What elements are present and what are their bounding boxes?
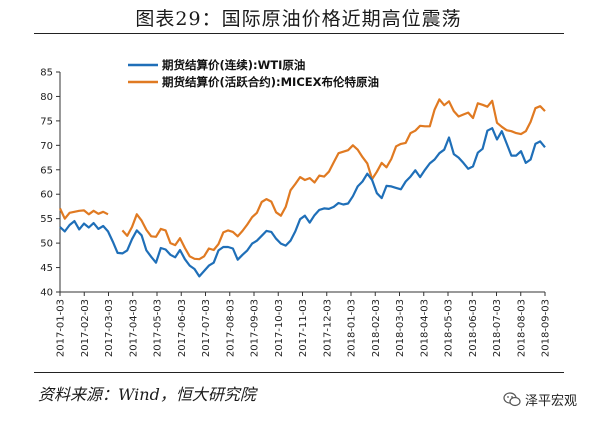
x-tick-label: 2017-08-03 [225,299,236,357]
y-tick-label: 85 [40,68,53,79]
y-tick-label: 70 [40,141,53,152]
y-tick-label: 65 [40,165,53,176]
x-tick-label: 2017-01-03 [56,299,67,357]
x-tick-label: 2017-02-03 [80,299,91,357]
chart-title: 图表29：国际原油价格近期高位震荡 [135,8,462,30]
x-tick-label: 2018-05-03 [444,299,455,357]
x-tick-label: 2018-02-03 [371,299,382,357]
x-tick-label: 2017-12-03 [322,299,333,357]
legend-label: 期货结算价(连续):WTI原油 [162,58,305,72]
brent-series-line [59,98,546,261]
x-tick-label: 2018-04-03 [419,299,430,357]
x-tick-label: 2017-05-03 [153,299,164,357]
watermark: 泽平宏观 [503,390,577,409]
chart-axes: 40 45 50 55 60 65 70 75 80 85 2017-01-03 2017-02-03… [40,68,551,358]
footer-divider [34,372,564,373]
x-tick-label: 2018-09-03 [541,299,552,357]
y-tick-label: 55 [40,214,53,225]
wechat-icon [503,392,521,407]
x-tick-label: 2018-01-03 [347,299,358,357]
series-layer [59,98,546,278]
x-tick-label: 2017-09-03 [250,299,261,357]
wti-series-line [59,127,546,278]
watermark-text: 泽平宏观 [524,394,577,409]
y-tick-label: 75 [40,116,53,127]
y-tick-label: 80 [40,92,53,103]
x-tick-label: 2017-03-03 [104,299,115,357]
x-tick-label: 2017-07-03 [201,299,212,357]
y-tick-label: 40 [40,288,53,299]
title-divider [34,33,564,34]
y-tick-label: 60 [40,190,53,201]
x-tick-label: 2018-06-03 [468,299,479,357]
y-tick-label: 50 [40,239,53,250]
x-tick-label: 2017-06-03 [177,299,188,357]
x-tick-label: 2018-07-03 [492,299,503,357]
legend-label: 期货结算价(活跃合约):MICEX布伦特原油 [162,75,379,89]
x-tick-label: 2017-10-03 [274,299,285,357]
x-tick-label: 2017-11-03 [298,299,309,357]
x-tick-label: 2018-03-03 [395,299,406,357]
line-chart: 40 45 50 55 60 65 70 75 80 85 2017-01-03 2017-02-03… [40,58,551,358]
x-tick-label: 2017-04-03 [128,299,139,357]
source-note: 资料来源：Wind，恒大研究院 [38,385,256,404]
y-tick-label: 45 [40,263,53,274]
x-tick-label: 2018-08-03 [516,299,527,357]
